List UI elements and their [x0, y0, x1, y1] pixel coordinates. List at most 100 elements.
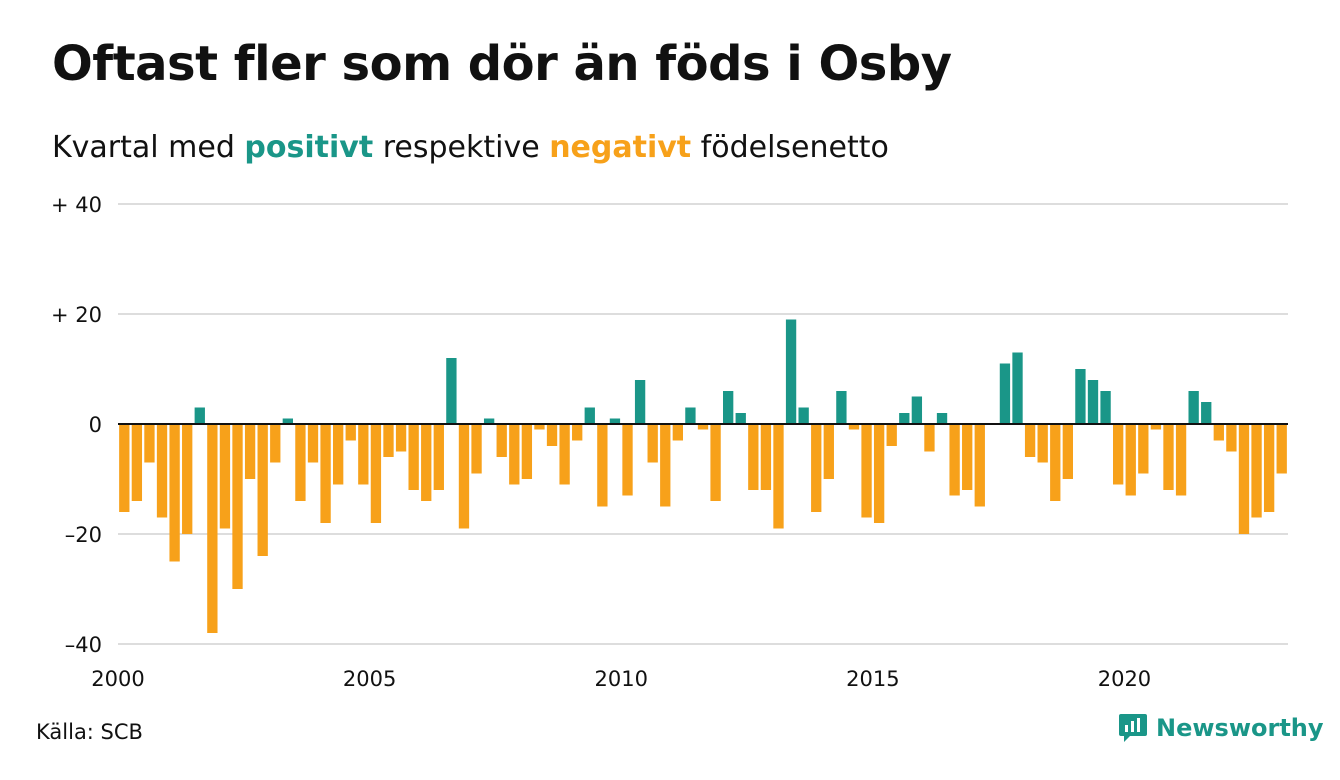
- bar: [1175, 424, 1187, 496]
- bar: [811, 424, 822, 512]
- bar: [748, 424, 759, 490]
- bar: [634, 380, 646, 424]
- bar: [257, 424, 268, 556]
- bar: [370, 424, 382, 523]
- bar: [1024, 424, 1036, 457]
- newsworthy-logo-icon: [1119, 714, 1147, 742]
- bar: [320, 424, 331, 523]
- bar: [1226, 424, 1237, 452]
- bar: [1113, 424, 1124, 485]
- bar: [823, 424, 834, 479]
- bar: [647, 424, 658, 463]
- bar: [962, 424, 973, 490]
- bar: [936, 413, 948, 424]
- bar: [1100, 391, 1111, 424]
- bar: [421, 424, 432, 501]
- bar: [1012, 352, 1023, 424]
- bar: [345, 424, 356, 441]
- subtitle-middle: respektive: [373, 130, 550, 165]
- bar: [760, 424, 772, 490]
- bar: [458, 424, 470, 529]
- bar: [182, 424, 193, 534]
- bar: [848, 424, 860, 430]
- bar: [295, 424, 306, 501]
- bar: [307, 424, 319, 463]
- bar: [861, 424, 872, 518]
- bar: [899, 413, 910, 424]
- grid-lines: [118, 203, 1288, 645]
- bar: [232, 424, 243, 589]
- bar: [1087, 380, 1099, 424]
- bar: [219, 424, 231, 529]
- bar: [609, 418, 621, 424]
- x-tick-label: 2000: [91, 667, 144, 691]
- chart-title: Oftast fler som dör än föds i Osby: [52, 36, 952, 92]
- bar: [798, 407, 809, 424]
- bar: [1188, 391, 1199, 424]
- y-tick-label: –20: [65, 523, 102, 547]
- bar: [697, 424, 709, 430]
- bar: [785, 319, 797, 424]
- brand-name: Newsworthy: [1156, 714, 1324, 742]
- bar: [1213, 424, 1224, 441]
- source-note: Källa: SCB: [36, 720, 143, 744]
- bar: [949, 424, 960, 496]
- bar: [144, 424, 155, 463]
- bar: [1062, 424, 1073, 479]
- bar: [1276, 424, 1287, 474]
- bar: [1125, 424, 1136, 496]
- bar: [1163, 424, 1174, 490]
- bar: [873, 424, 885, 523]
- bar: [509, 424, 520, 485]
- subtitle-prefix: Kvartal med: [52, 130, 245, 165]
- bar: [521, 424, 533, 479]
- bar: [433, 424, 444, 490]
- y-tick-label: + 40: [51, 193, 102, 217]
- bar: [207, 424, 218, 633]
- bar: [156, 424, 168, 518]
- bar: [735, 413, 746, 424]
- subtitle-negative-word: negativt: [549, 130, 692, 165]
- bar: [1201, 402, 1212, 424]
- bar-chart: + 40 + 20 0 –20 –40 2000 2005 2010 2015 2020: [51, 193, 1288, 691]
- y-axis-tick-labels: + 40 + 20 0 –20 –40: [51, 193, 102, 657]
- bar: [773, 424, 784, 529]
- subtitle-positive-word: positivt: [244, 130, 374, 165]
- y-tick-label: 0: [89, 413, 102, 437]
- bar: [1050, 424, 1061, 501]
- x-tick-label: 2020: [1098, 667, 1151, 691]
- y-tick-label: + 20: [51, 303, 102, 327]
- bar: [660, 424, 671, 507]
- bar: [584, 407, 595, 424]
- x-axis-tick-labels: 2000 2005 2010 2015 2020: [91, 667, 1151, 691]
- bar: [131, 424, 143, 501]
- bar: [924, 424, 935, 452]
- bar: [999, 363, 1011, 424]
- brand-logo: Newsworthy: [1118, 712, 1324, 744]
- bar: [685, 407, 696, 424]
- bar: [723, 391, 734, 424]
- bar: [408, 424, 419, 490]
- bar: [333, 424, 344, 485]
- y-tick-label: –40: [65, 633, 102, 657]
- bar: [534, 424, 545, 430]
- bar: [119, 424, 130, 512]
- bar: [1138, 424, 1149, 474]
- bar: [836, 391, 847, 424]
- bar: [597, 424, 608, 507]
- bar: [358, 424, 369, 485]
- bar: [496, 424, 507, 457]
- bar: [1263, 424, 1275, 512]
- bar: [483, 418, 495, 424]
- bar: [710, 424, 721, 501]
- bar: [244, 424, 256, 479]
- bar: [1150, 424, 1162, 430]
- bar: [1075, 369, 1086, 424]
- x-tick-label: 2015: [846, 667, 899, 691]
- bar: [974, 424, 985, 507]
- x-tick-label: 2010: [595, 667, 648, 691]
- bar: [1251, 424, 1262, 518]
- subtitle-suffix: födelsenetto: [691, 130, 889, 165]
- bar: [622, 424, 633, 496]
- bar: [559, 424, 570, 485]
